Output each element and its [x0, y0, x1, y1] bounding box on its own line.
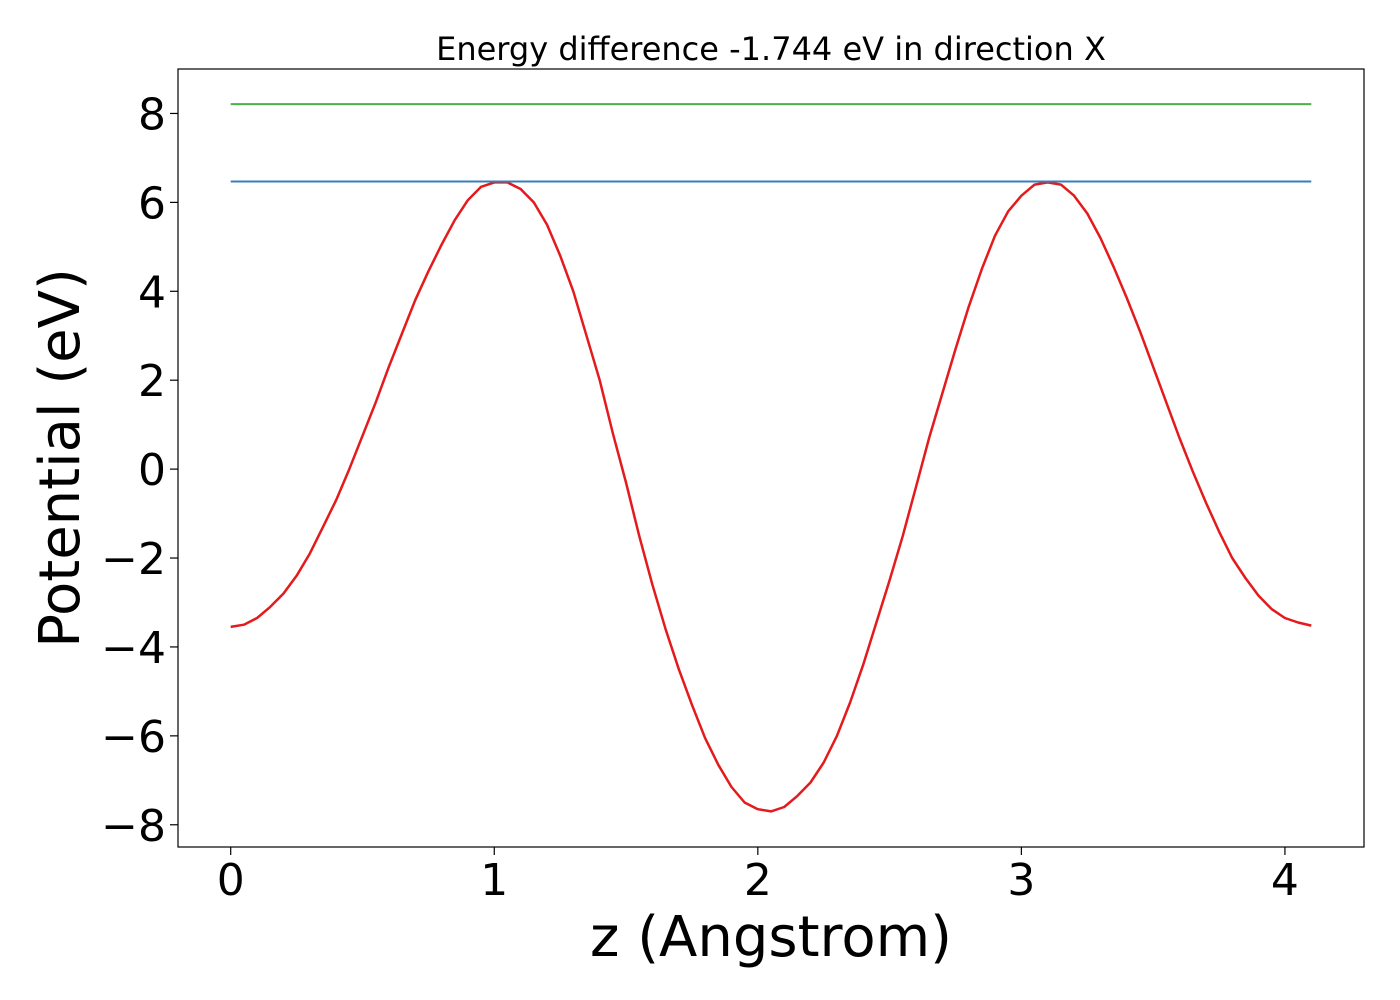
x-axis: 0 1 2 3 4 [217, 847, 1299, 906]
x-tick-label: 1 [480, 855, 508, 906]
plot-lines [230, 103, 1312, 813]
x-tick-label: 4 [1271, 855, 1299, 906]
y-tick-label: −8 [101, 801, 166, 852]
y-tick-label: −2 [101, 534, 166, 585]
series-line-0 [230, 181, 1312, 813]
axes-frame [177, 68, 1365, 848]
y-tick-label: −4 [101, 623, 166, 674]
y-axis: −8 −6 −4 −2 0 2 4 6 8 [101, 89, 178, 852]
y-axis-label: Potential (eV) [28, 268, 93, 648]
y-tick-label: 0 [138, 445, 166, 496]
x-tick-label: 2 [744, 855, 772, 906]
x-tick-label: 3 [1007, 855, 1035, 906]
y-tick-label: 4 [138, 267, 166, 318]
y-tick-label: 6 [138, 178, 166, 229]
chart-title: Energy difference -1.744 eV in direction… [436, 30, 1106, 68]
y-tick-label: −6 [101, 712, 166, 763]
x-tick-label: 0 [217, 855, 245, 906]
y-tick-label: 2 [138, 356, 166, 407]
x-axis-label: z (Angstrom) [590, 905, 952, 970]
y-tick-label: 8 [138, 89, 166, 140]
